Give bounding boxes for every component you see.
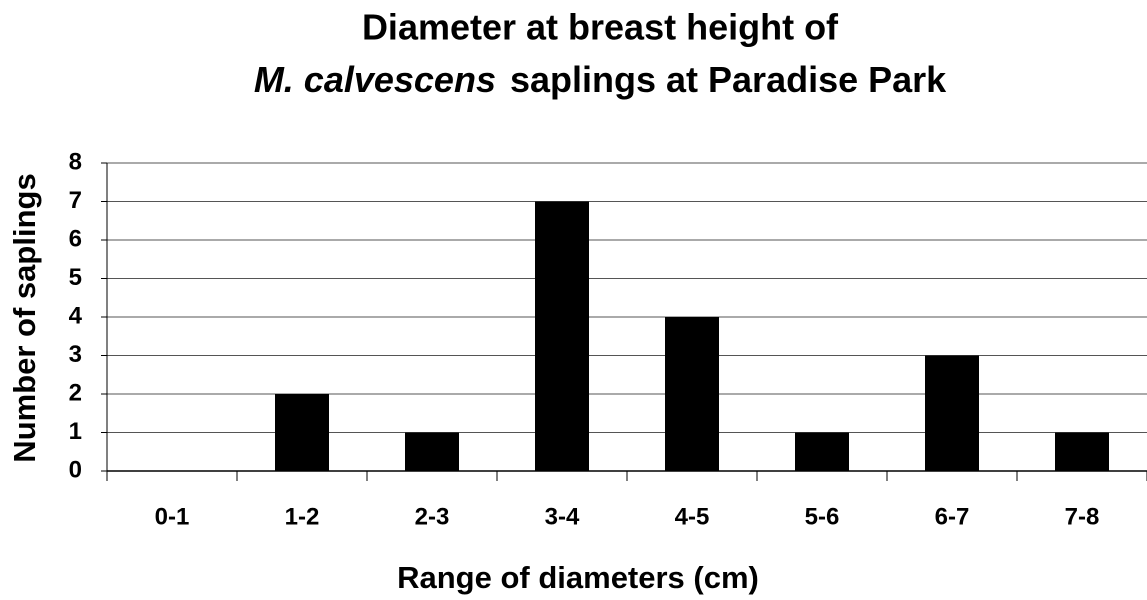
bar <box>535 201 589 471</box>
y-axis-label: Number of saplings <box>7 173 42 462</box>
bar <box>925 355 979 471</box>
chart-title: M. calvescens saplings at Paradise Park <box>254 59 947 100</box>
x-tick-label: 6-7 <box>935 503 970 530</box>
y-tick-label: 6 <box>69 225 82 252</box>
species-name: M. calvescens <box>254 59 496 100</box>
y-tick-label: 5 <box>69 264 82 291</box>
x-tick-label: 7-8 <box>1065 503 1100 530</box>
x-tick-label: 4-5 <box>675 503 710 530</box>
x-tick-label: 0-1 <box>155 503 190 530</box>
y-tick-label: 1 <box>69 418 82 445</box>
bar <box>665 317 719 471</box>
y-tick-label: 2 <box>69 379 82 406</box>
x-tick-label: 3-4 <box>545 503 580 530</box>
x-axis-label: Range of diameters (cm) <box>397 560 759 595</box>
y-tick-label: 0 <box>69 456 82 483</box>
bar <box>1055 432 1109 471</box>
y-tick-label: 3 <box>69 341 82 368</box>
bar <box>795 432 849 471</box>
y-tick-label: 7 <box>69 187 82 214</box>
chart-title-rest: saplings at Paradise Park <box>510 59 947 100</box>
y-tick-label: 8 <box>69 148 82 175</box>
bar <box>275 394 329 471</box>
x-tick-label: 1-2 <box>285 503 320 530</box>
y-tick-label: 4 <box>69 302 83 329</box>
bar <box>405 432 459 471</box>
x-tick-label: 2-3 <box>415 503 450 530</box>
x-tick-label: 5-6 <box>805 503 840 530</box>
chart-title: Diameter at breast height of <box>362 7 839 48</box>
